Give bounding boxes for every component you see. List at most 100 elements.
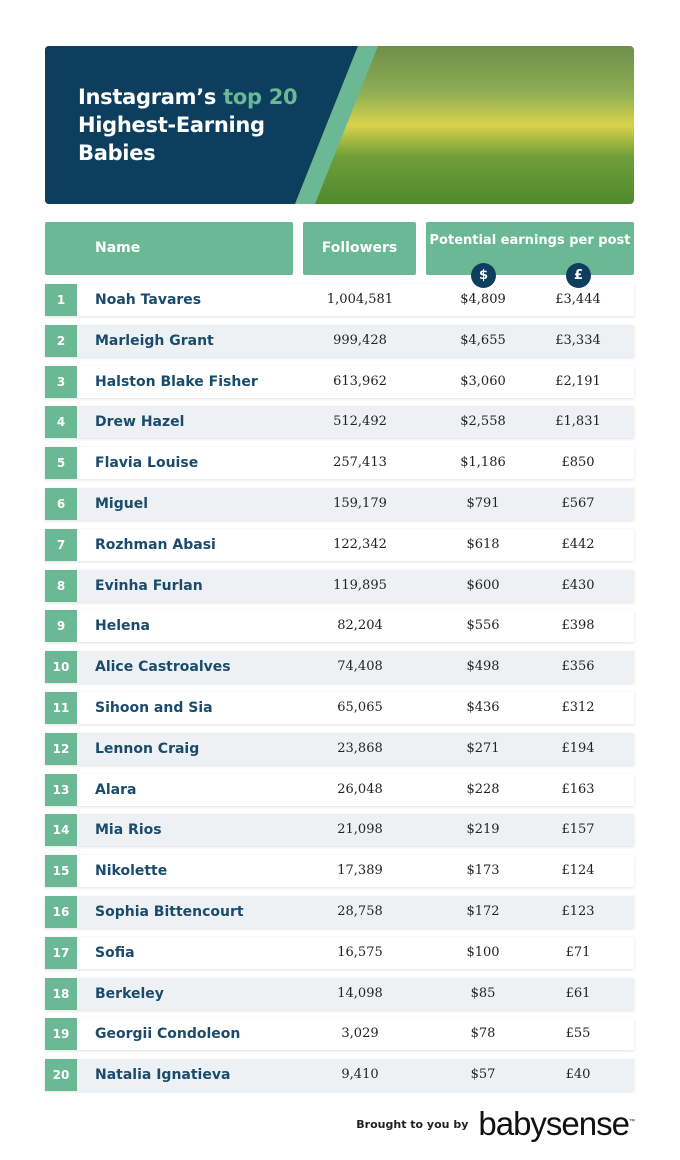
usd-earnings-value: $436	[466, 700, 500, 715]
baby-name: Lennon Craig	[95, 740, 200, 757]
baby-name: Drew Hazel	[95, 414, 185, 431]
gbp-earnings-value: £55	[565, 1026, 591, 1042]
usd-earnings-value: $4,655	[460, 332, 506, 348]
gbp-earnings-value: £2,191	[555, 373, 601, 389]
gbp-earnings-value: £356	[561, 659, 595, 675]
rank-badge: 20	[45, 1059, 77, 1092]
rank-badge: 4	[45, 406, 77, 439]
gbp-earnings-value: £442	[561, 536, 595, 552]
table-row: 15 Nikolette 17,389 $173 £124	[45, 855, 634, 888]
gbp-earnings-value: £1,831	[555, 414, 601, 430]
followers-value: 14,098	[337, 985, 383, 1001]
followers-value: 28,758	[337, 904, 383, 919]
followers-value: 3,029	[341, 1026, 379, 1042]
gbp-earnings-value: £124	[561, 863, 595, 879]
usd-earnings-value: $4,809	[460, 292, 506, 307]
followers-value: 257,413	[333, 455, 387, 471]
column-header-earnings: Potential earnings per post	[426, 222, 634, 275]
baby-name: Alara	[95, 781, 137, 798]
rank-badge: 1	[45, 284, 77, 316]
followers-value: 23,868	[337, 740, 383, 756]
rank-badge: 10	[45, 651, 77, 684]
table-row: 18 Berkeley 14,098 $85 £61	[45, 977, 634, 1010]
followers-value: 159,179	[333, 496, 387, 511]
footer: Brought to you by babysense™	[356, 1105, 635, 1143]
table-row: 14 Mia Rios 21,098 $219 £157	[45, 814, 634, 847]
pound-icon: £	[566, 263, 591, 288]
table-row: 20 Natalia Ignatieva 9,410 $57 £40	[45, 1059, 634, 1092]
table-row: 3 Halston Blake Fisher 613,962 $3,060 £2,191	[45, 365, 634, 398]
table-row: 6 Miguel 159,179 $791 £567	[45, 488, 634, 520]
table-row: 4 Drew Hazel 512,492 $2,558 £1,831	[45, 406, 634, 439]
rank-badge: 18	[45, 977, 77, 1010]
usd-earnings-value: $219	[466, 822, 500, 838]
gbp-earnings-value: £61	[565, 985, 591, 1001]
table-row: 2 Marleigh Grant 999,428 $4,655 £3,334	[45, 324, 634, 357]
baby-name: Nikolette	[95, 863, 168, 880]
usd-earnings-value: $78	[470, 1026, 496, 1042]
rank-badge: 2	[45, 324, 77, 357]
header-banner: Instagram’s top 20 Highest-Earning Babie…	[45, 46, 634, 204]
gbp-earnings-value: £3,334	[555, 332, 601, 348]
page-title: Instagram’s top 20 Highest-Earning Babie…	[78, 85, 298, 165]
baby-name: Natalia Ignatieva	[95, 1067, 231, 1084]
usd-earnings-value: $3,060	[460, 373, 506, 389]
gbp-earnings-value: £194	[561, 740, 595, 756]
gbp-earnings-value: £71	[565, 944, 591, 960]
gbp-earnings-value: £163	[561, 781, 595, 797]
baby-name: Noah Tavares	[95, 292, 202, 308]
gbp-earnings-value: £157	[561, 822, 595, 838]
followers-value: 26,048	[337, 781, 383, 797]
table-row: 9 Helena 82,204 $556 £398	[45, 610, 634, 643]
usd-earnings-value: $791	[466, 496, 500, 511]
followers-value: 65,065	[337, 700, 383, 715]
rank-badge: 16	[45, 896, 77, 928]
baby-name: Georgii Condoleon	[95, 1026, 241, 1043]
gbp-earnings-value: £567	[561, 496, 595, 511]
baby-name: Evinha Furlan	[95, 577, 203, 594]
rank-badge: 6	[45, 488, 77, 520]
rank-badge: 19	[45, 1018, 77, 1051]
usd-earnings-value: $85	[470, 985, 496, 1001]
followers-value: 119,895	[333, 577, 387, 593]
followers-value: 21,098	[337, 822, 383, 838]
usd-earnings-value: $228	[466, 781, 500, 797]
gbp-earnings-value: £40	[565, 1067, 591, 1083]
column-header-followers: Followers	[303, 222, 416, 275]
usd-earnings-value: $600	[466, 577, 500, 593]
usd-earnings-value: $57	[470, 1067, 496, 1083]
followers-value: 512,492	[333, 414, 387, 430]
table-row: 13 Alara 26,048 $228 £163	[45, 773, 634, 806]
followers-value: 613,962	[333, 373, 387, 389]
table-row: 5 Flavia Louise 257,413 $1,186 £850	[45, 447, 634, 480]
followers-value: 9,410	[341, 1067, 379, 1083]
table-row: 8 Evinha Furlan 119,895 $600 £430	[45, 569, 634, 602]
table-row: 11 Sihoon and Sia 65,065 $436 £312	[45, 692, 634, 724]
usd-earnings-value: $2,558	[460, 414, 506, 430]
baby-name: Marleigh Grant	[95, 332, 214, 349]
followers-value: 82,204	[337, 618, 383, 634]
rank-badge: 15	[45, 855, 77, 888]
usd-earnings-value: $172	[466, 904, 500, 919]
followers-value: 17,389	[337, 863, 383, 879]
baby-name: Berkeley	[95, 985, 164, 1002]
table-row: 10 Alice Castroalves 74,408 $498 £356	[45, 651, 634, 684]
table-row: 17 Sofia 16,575 $100 £71	[45, 936, 634, 969]
gbp-earnings-value: £123	[561, 904, 595, 919]
rank-badge: 17	[45, 936, 77, 969]
babysense-logo: babysense™	[478, 1105, 635, 1142]
rank-badge: 8	[45, 569, 77, 602]
dollar-icon: $	[471, 263, 496, 288]
gbp-earnings-value: £430	[561, 577, 595, 593]
usd-earnings-value: $498	[466, 659, 500, 675]
baby-name: Miguel	[95, 496, 149, 512]
gbp-earnings-value: £850	[561, 455, 595, 471]
usd-earnings-value: $1,186	[460, 455, 506, 471]
baby-name: Alice Castroalves	[95, 659, 231, 676]
title-highlight: top 20	[223, 85, 298, 109]
rank-badge: 3	[45, 365, 77, 398]
table-row: 16 Sophia Bittencourt 28,758 $172 £123	[45, 896, 634, 928]
gbp-earnings-value: £3,444	[555, 292, 601, 307]
rank-badge: 9	[45, 610, 77, 643]
rank-badge: 7	[45, 528, 77, 561]
